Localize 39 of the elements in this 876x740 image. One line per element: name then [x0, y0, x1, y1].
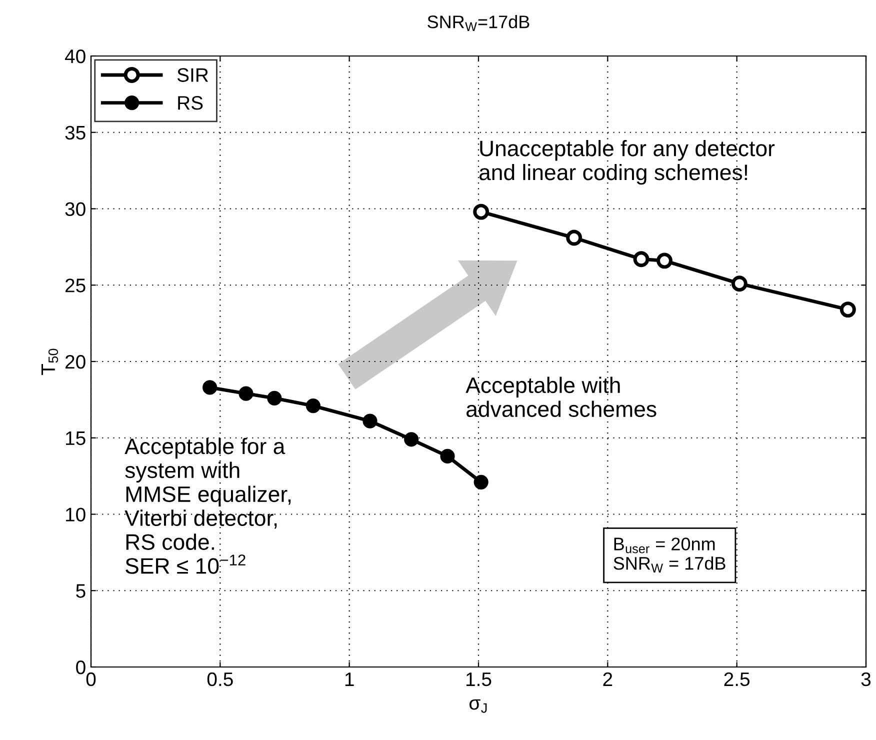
point — [633, 251, 650, 268]
point — [238, 386, 254, 401]
legend-label: SIR — [177, 68, 208, 82]
x-axis-title: σ$_{J}$ — [470, 699, 487, 713]
legend-label: RS — [178, 96, 203, 110]
y-tick-label: 5 — [76, 584, 86, 598]
y-tick-label: 25 — [65, 278, 86, 292]
chart-title: SNR$_{W}$=17dB — [428, 15, 530, 31]
y-tick-label: 30 — [65, 202, 86, 216]
point — [306, 398, 320, 414]
point — [362, 414, 378, 428]
point — [656, 252, 672, 269]
x-tick-label: 1.5 — [466, 672, 492, 686]
point — [731, 276, 748, 292]
annotation: Unacceptable for any detector and linear coding schemes! — [479, 140, 775, 185]
point — [202, 380, 218, 395]
point — [566, 230, 582, 246]
x-tick-label: 1 — [345, 672, 354, 686]
x-tick-label: 0 — [86, 672, 96, 686]
annotation: Acceptable for a system with MMSE equalizer, Viterbi detector, RS code. SER ≤ 10$^{−12}$ — [124, 438, 291, 574]
point — [440, 448, 455, 464]
y-tick-label: 20 — [65, 354, 86, 369]
point — [474, 474, 488, 490]
point — [840, 302, 856, 318]
y-tick-label: 40 — [64, 49, 86, 64]
point — [404, 432, 419, 447]
point — [473, 204, 490, 220]
y-tick-label: 0 — [76, 660, 86, 674]
y-tick-label: 15 — [66, 432, 86, 446]
x-tick-label: 2 — [603, 672, 612, 686]
x-tick-label: 2.5 — [724, 672, 750, 686]
y-tick-label: 35 — [65, 126, 86, 140]
annotation: B$_{user}$ = 20nm SNR$_{W}$ = 17dB — [614, 538, 726, 572]
x-tick-label: 0.5 — [207, 672, 233, 686]
y-tick-label: 10 — [66, 508, 86, 522]
annotation: Acceptable with advanced schemes — [466, 376, 656, 418]
x-tick-label: 3 — [861, 672, 871, 686]
y-axis-title: T$_{50}$ — [42, 348, 58, 375]
point — [267, 390, 282, 406]
